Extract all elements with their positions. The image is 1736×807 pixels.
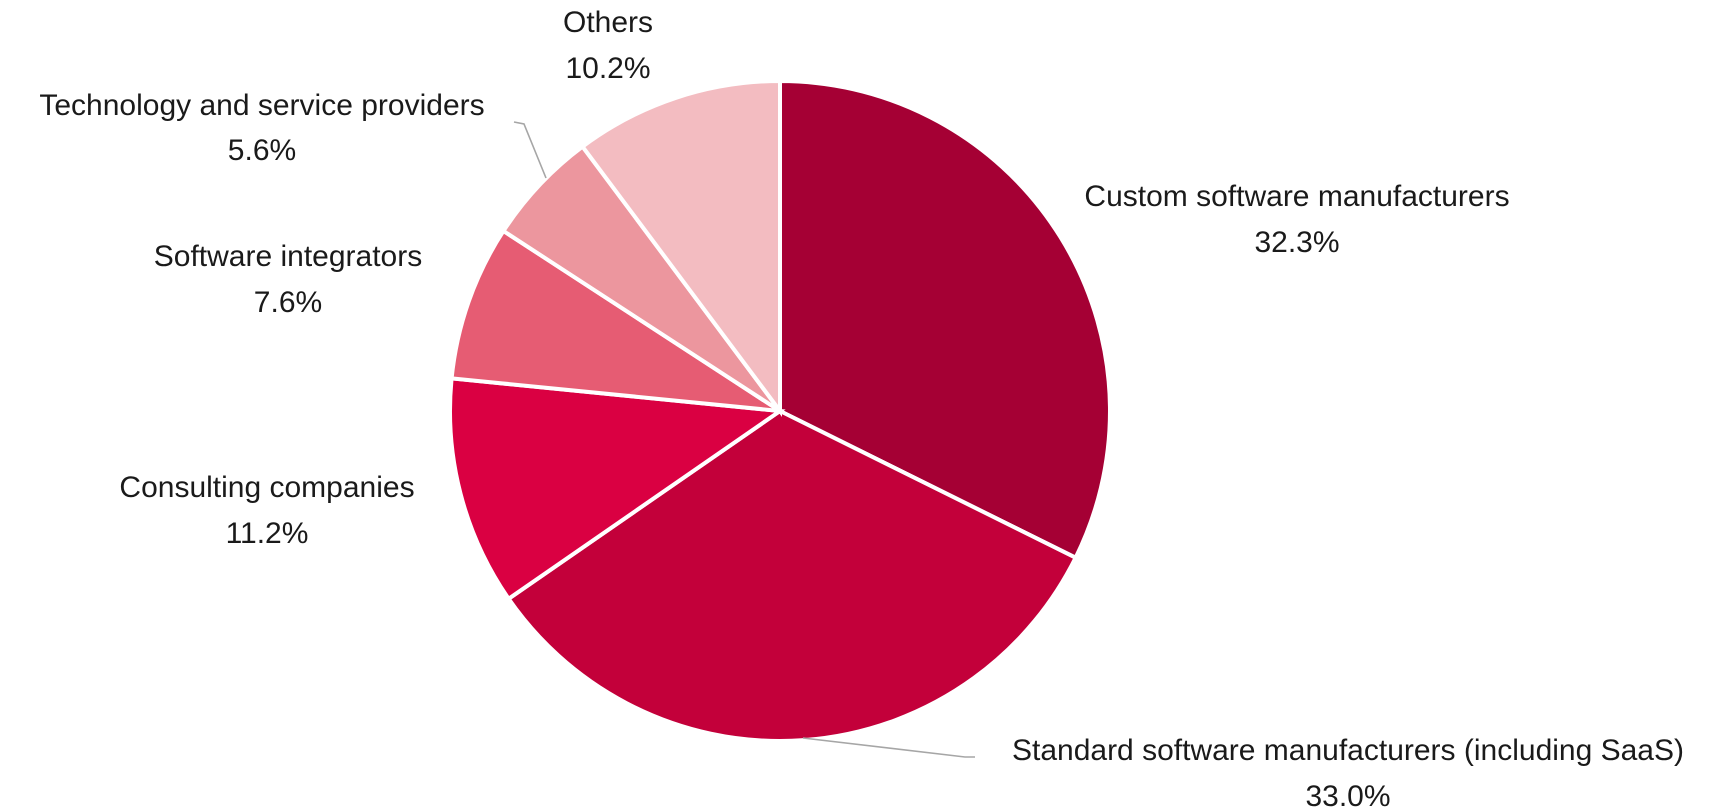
label-consulting: Consulting companies 11.2% [119,471,414,550]
label-technology-name: Technology and service providers [39,89,484,122]
label-others-name: Others [563,6,653,39]
label-standard: Standard software manufacturers (includi… [1012,734,1684,807]
label-software-integrators-value: 7.6% [254,286,322,319]
pie-slices [448,78,1112,743]
label-standard-value: 33.0% [1305,780,1390,807]
pie-slice-others [579,78,782,418]
label-technology-value: 5.6% [228,134,296,167]
label-consulting-name: Consulting companies [119,471,414,504]
label-software-integrators-name: Software integrators [154,240,422,273]
label-custom-name: Custom software manufacturers [1084,180,1509,213]
pie-slice-standard [505,408,1079,743]
label-custom-value: 32.3% [1254,226,1339,259]
leader-line-technology [513,121,547,179]
label-consulting-value: 11.2% [226,517,309,550]
label-standard-name: Standard software manufacturers (includi… [1012,734,1684,767]
pie-slice-custom [778,78,1112,561]
label-others-value: 10.2% [565,52,650,85]
label-custom: Custom software manufacturers 32.3% [1084,180,1509,259]
label-others: Others 10.2% [563,6,653,85]
label-technology: Technology and service providers 5.6% [39,89,484,167]
pie-slice-consulting [448,376,786,602]
label-software-integrators: Software integrators 7.6% [154,240,422,319]
leader-line-standard [802,737,975,758]
pie-slice-software-integrators [449,228,782,413]
